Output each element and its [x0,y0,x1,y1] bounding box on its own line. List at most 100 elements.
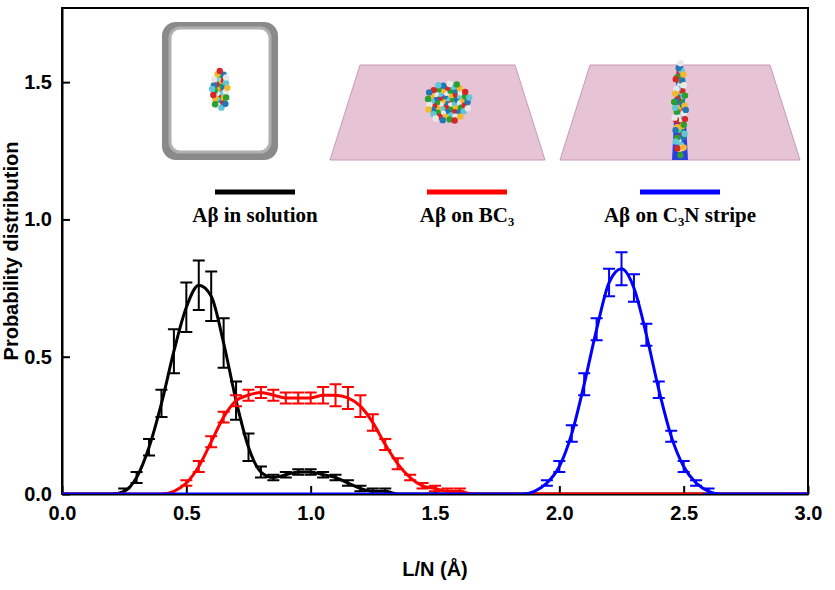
error-bar [267,475,279,480]
tick: 1.0 [24,208,70,230]
atom [446,81,452,87]
atom [451,117,457,123]
error-bar [230,395,242,406]
error-bar [616,252,628,285]
atom [426,89,432,95]
tick-label: 3.0 [795,502,823,524]
atom [425,96,431,102]
error-bar [541,480,553,485]
protein [209,68,231,111]
atom [673,138,679,144]
legend-swatch [215,190,295,195]
tick-label: 0.0 [49,502,77,524]
y-axis-title: Probability distribution [0,142,22,361]
atom [680,71,686,77]
bc3-sheet [330,65,545,160]
axis-line [62,9,64,495]
atom [454,81,460,87]
error-bar [578,373,590,395]
error-bar [243,434,255,461]
protein [671,60,689,158]
error-bar [305,392,317,403]
legend-label: Aβ on BC₃ [420,203,514,227]
tick-label: 1.5 [422,502,450,524]
plot-area [62,252,808,494]
atom [457,113,463,119]
atom [462,89,468,95]
error-bar [330,384,342,406]
error-bar [429,486,441,491]
error-bar [292,392,304,403]
atom [210,92,216,98]
atom [224,85,230,91]
error-bar [180,480,192,485]
error-bar [205,272,217,321]
legend-swatch [640,190,720,195]
tick: 0.5 [24,346,70,368]
atom [683,107,689,113]
atom [672,127,678,133]
atom [217,68,223,74]
error-bar [305,469,317,474]
tick-mark [62,82,70,84]
series-line [62,285,808,494]
tick: 2.5 [670,486,698,524]
error-bar [180,283,192,332]
legend-swatch [427,190,507,195]
atom [677,60,683,66]
atom [435,82,441,88]
atom [677,152,683,158]
atom [680,144,686,150]
atom [222,101,228,107]
tick: 2.0 [546,486,574,524]
tick: 1.0 [297,486,325,524]
x-axis-title: L/N (Å) [402,557,468,580]
error-bar [243,390,255,401]
tick: 0.5 [173,486,201,524]
error-bar [566,425,578,441]
error-bar [404,475,416,480]
error-bar [392,458,404,469]
atom [671,114,677,120]
atom [673,76,679,82]
legend: Aβ in solution Aβ on BC₃ Aβ on C₃N stripe [192,192,756,227]
legend-label: Aβ in solution [192,203,318,227]
protein [425,81,473,124]
error-bar [628,274,640,301]
error-bar [417,483,429,488]
atom [672,105,678,111]
tick-label: 0.5 [24,346,52,368]
tick-label: 1.0 [24,208,52,230]
error-bar [218,318,230,367]
error-bar [280,392,292,403]
error-bar [342,387,354,409]
error-bar [640,324,652,346]
tick-label: 2.5 [670,502,698,524]
water-box [170,28,270,152]
atom [682,92,688,98]
error-bar [205,436,217,447]
error-bar [255,387,267,398]
atom [465,105,471,111]
tick-label: 1.0 [297,502,325,524]
water-box-shadow [162,22,278,160]
error-bar [155,390,167,417]
y-axis: 0.00.51.01.5 [24,9,70,505]
atom [440,117,446,123]
error-bar [218,412,230,423]
error-bar [255,467,267,478]
error-bar [603,269,615,296]
atom [425,106,431,112]
error-bar [317,472,329,477]
atom [466,94,472,100]
atom [681,82,687,88]
error-bar [292,469,304,474]
error-bar [354,395,366,417]
error-bar [703,489,715,494]
error-bar [317,387,329,403]
legend-label: Aβ on C₃N stripe [604,203,756,227]
tick-label: 1.5 [24,71,52,93]
atom [674,145,680,151]
tick-label: 2.0 [546,502,574,524]
atom [209,86,215,92]
